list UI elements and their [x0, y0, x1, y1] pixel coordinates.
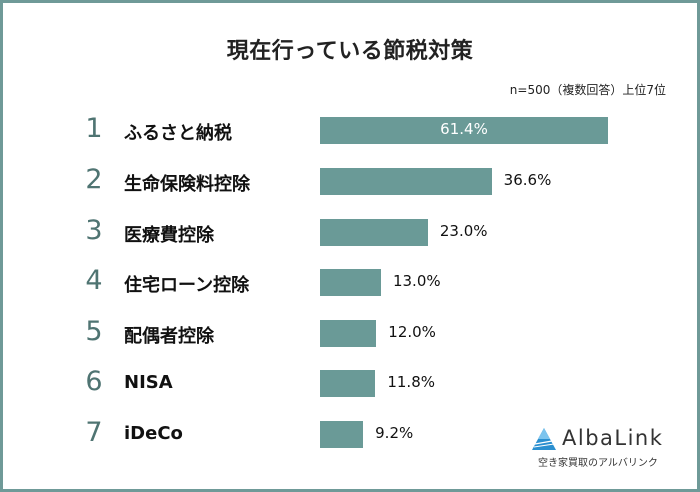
value-label: 11.8%: [387, 373, 435, 391]
bar-row: 7 iDeCo 9.2%: [0, 417, 700, 449]
category-label: NISA: [124, 372, 173, 393]
value-label: 61.4%: [440, 120, 488, 138]
bar-row: 6 NISA 11.8%: [0, 366, 700, 398]
bar-row: 2 生命保険料控除 36.6%: [0, 164, 700, 196]
value-label: 12.0%: [388, 323, 436, 341]
bar-row: 5 配偶者控除 12.0%: [0, 316, 700, 348]
rank-number: 1: [85, 113, 103, 144]
logo-tagline: 空き家買取のアルバリンク: [538, 458, 658, 469]
logo-name: AlbaLink: [562, 426, 664, 450]
category-label: 配偶者控除: [124, 326, 214, 347]
value-label: 36.6%: [503, 171, 552, 189]
rank-number: 2: [85, 164, 103, 195]
category-label: ふるさと納税: [124, 123, 232, 144]
rank-number: 6: [85, 366, 103, 397]
bar-row: 1 ふるさと納税 61.4%: [0, 113, 700, 145]
rank-number: 5: [85, 316, 103, 347]
bar: [320, 320, 377, 347]
bar: [320, 168, 492, 195]
rank-number: 3: [85, 215, 103, 246]
chart-title: 現在行っている節税対策: [226, 39, 474, 64]
sample-note: n=500（複数回答）上位7位: [509, 83, 666, 97]
rank-number: 7: [85, 417, 103, 448]
category-label: 住宅ローン控除: [124, 275, 250, 296]
bar: [320, 269, 381, 296]
logo-triangle-icon: [532, 428, 556, 450]
rank-number: 4: [85, 265, 103, 296]
bar: [320, 219, 428, 246]
category-label: 医療費控除: [124, 225, 214, 246]
value-label: 13.0%: [392, 272, 441, 290]
bar: [320, 370, 376, 397]
category-label: iDeCo: [124, 423, 183, 444]
value-label: 23.0%: [439, 222, 488, 240]
bar: [320, 117, 608, 144]
bar-row: 3 医療費控除 23.0%: [0, 215, 700, 247]
bar-row: 4 住宅ローン控除 13.0%: [0, 265, 700, 297]
category-label: 生命保険料控除: [124, 174, 250, 195]
bar: [320, 421, 364, 448]
value-label: 9.2%: [375, 424, 414, 442]
